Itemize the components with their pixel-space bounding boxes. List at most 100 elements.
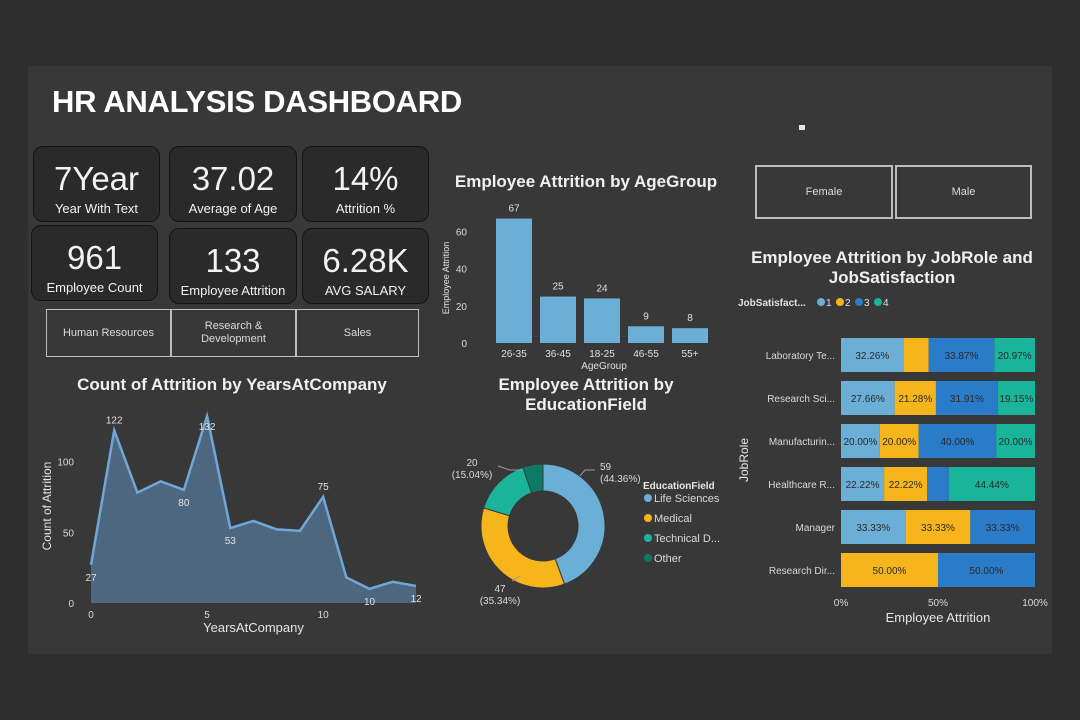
data-label: 47 [494,584,506,595]
kpi-label: AVG SALARY [324,283,407,298]
donut-slice [542,463,606,585]
leader-line [579,469,595,477]
kpi-value: 961 [66,239,123,276]
kpi-label: Year With Text [54,201,139,216]
bar-segment [996,424,1035,458]
legend-label: Other [654,553,682,565]
kpi-card-attrition-pct: 14% Attrition % [302,146,429,222]
bar-segment [879,424,919,458]
bar-segment [935,381,998,415]
data-label: 19.15% [999,394,1033,405]
legend-marker [874,298,882,306]
education-chart-title: Employee Attrition by EducationField [498,375,674,414]
data-label: 32.26% [855,351,889,362]
kpi-label: Employee Count [46,280,143,295]
legend-marker [817,298,825,306]
jobrole-chart-title: Employee Attrition by JobRole and JobSat… [751,248,1033,287]
data-label: 25 [552,282,564,293]
agegroup-chart-title: Employee Attrition by AgeGroup [454,172,718,191]
slicer-sales[interactable]: Sales [296,309,419,357]
data-label: 27 [85,573,97,584]
x-tick-label: 18-25 [589,349,615,360]
legend-marker [644,534,652,542]
data-label-pct: (15.04%) [452,470,493,481]
y-tick-label: 20 [456,302,468,313]
leader-line [497,465,522,471]
x-tick-label: 10 [318,610,330,621]
data-label: 20.97% [998,351,1032,362]
focus-marker [799,125,805,130]
data-label: 80 [178,498,190,509]
data-label: 122 [106,415,123,426]
category-label: Laboratory Te... [766,351,835,362]
x-tick-label: 50% [928,598,948,609]
bar [628,326,664,343]
legend-label: 2 [845,298,851,309]
slicer-label: Male [951,186,976,198]
bar-segment [997,381,1035,415]
x-tick-label: 5 [204,610,210,621]
category-label: Manufacturin... [769,437,835,448]
slicer-male[interactable]: Male [895,165,1032,219]
legend-marker [644,554,652,562]
data-label: 12 [410,594,422,605]
bar-segment [927,467,949,501]
slicer-female[interactable]: Female [755,165,893,219]
data-label-pct: (44.36%) [600,474,641,485]
slicer-label: Sales [343,327,372,339]
x-axis-title: YearsAtCompany [203,620,304,635]
y-tick-label: 60 [456,228,468,239]
x-tick-label: 46-55 [633,349,659,360]
category-label: Healthcare R... [768,480,835,491]
slicer-label: Research & Development [201,320,266,345]
bar-segment [938,553,1035,587]
years-area-chart: 0 50 100 0 5 10 27 122 80 132 53 75 10 12 YearsAtCompa… [40,411,422,635]
data-label: 33.33% [921,523,955,534]
kpi-card-avg-salary: 6.28K AVG SALARY [302,228,429,304]
bar-segment [905,510,971,544]
bar-segment [948,467,1035,501]
legend-marker [836,298,844,306]
x-tick-label: 26-35 [501,349,527,360]
bar-segment [841,424,880,458]
kpi-label: Attrition % [335,201,396,216]
legend-title: EducationField [643,481,715,492]
education-donut-chart: 59(44.36%) 47(35.34%) 20(15.04%) EducationF… [452,458,720,607]
kpi-card-employee-count: 961 Employee Count [31,225,158,301]
data-label: 22.22% [889,480,923,491]
data-label: 67 [508,204,520,215]
slicer-label: Human Resources [62,327,155,339]
data-label: 22.22% [846,480,880,491]
legend-label: 4 [883,298,889,309]
legend-marker [644,514,652,522]
slicer-human-resources[interactable]: Human Resources [46,309,171,357]
data-label: 75 [318,482,330,493]
kpi-value: 14% [332,160,399,197]
donut-slice [522,463,544,494]
bar-segment [970,510,1035,544]
bar-segment [894,381,936,415]
data-label: 50.00% [873,566,907,577]
legend-label: Life Sciences [654,493,720,505]
data-label-pct: (35.34%) [480,596,521,607]
legend-label: 3 [864,298,870,309]
data-label: 33.33% [986,523,1020,534]
data-label: 33.33% [856,523,890,534]
y-tick-label: 0 [68,599,74,610]
slicer-research-development[interactable]: Research & Development [171,309,296,357]
y-axis-title: JobRole [737,438,751,482]
data-label: 20.00% [999,437,1033,448]
data-label: 50.00% [970,566,1004,577]
bar-segment [928,338,995,372]
bar-segment [903,338,929,372]
legend-marker [855,298,863,306]
agegroup-bar-chart: 0 20 40 60 67 26-35 25 36-45 24 18-25 9 46-55 8 55+ Ag… [441,204,708,372]
data-label: 27.66% [851,394,885,405]
data-label: 10 [364,597,376,608]
y-tick-label: 40 [456,265,468,276]
kpi-value: 6.28K [322,242,409,279]
y-axis-title: Count of Attrition [40,462,54,551]
bar [672,328,708,343]
data-label: 33.87% [945,351,979,362]
slicer-label: Female [805,186,843,198]
